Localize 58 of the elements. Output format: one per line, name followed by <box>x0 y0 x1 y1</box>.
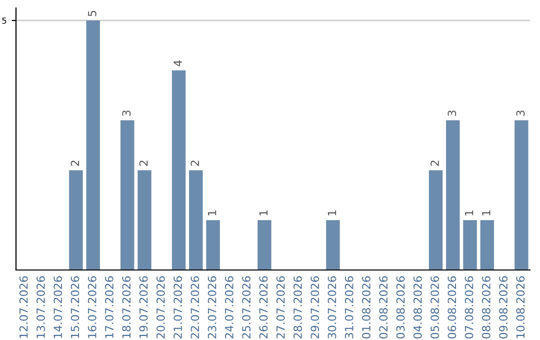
x-tick-label: 10.08.2026 <box>516 276 525 338</box>
x-tick-label: 14.07.2026 <box>54 276 62 338</box>
x-tick-label: 24.07.2026 <box>224 276 234 338</box>
x-tick-label: 21.07.2026 <box>174 276 182 338</box>
x-tick-label: 31.07.2026 <box>344 276 354 338</box>
data-label: 2 <box>70 160 80 166</box>
bar <box>69 170 83 270</box>
bar <box>206 220 220 270</box>
bar <box>480 220 494 270</box>
x-tick-label: 26.07.2026 <box>259 276 268 338</box>
x-tick-label: 06.08.2026 <box>448 276 456 338</box>
bar <box>86 20 100 270</box>
bar <box>189 170 203 270</box>
x-tick-label: 17.07.2026 <box>105 276 114 338</box>
bar <box>120 120 134 270</box>
x-tick-label: 23.07.2026 <box>208 276 216 338</box>
bar <box>172 70 186 270</box>
bar <box>258 220 272 270</box>
bar <box>514 120 528 270</box>
data-label: 1 <box>465 210 474 216</box>
data-label: 1 <box>259 210 268 216</box>
x-tick-label: 22.07.2026 <box>190 276 200 338</box>
data-label: 3 <box>122 110 131 116</box>
data-label: 5 <box>88 10 96 16</box>
data-label: 1 <box>328 210 336 216</box>
bar <box>428 170 443 270</box>
data-label: 1 <box>482 210 490 216</box>
x-tick-label: 02.08.2026 <box>379 276 388 338</box>
x-tick-label: 12.07.2026 <box>19 276 28 338</box>
x-tick-label: 07.08.2026 <box>464 276 474 338</box>
x-tick-label: 18.07.2026 <box>122 276 131 338</box>
bar <box>326 220 340 270</box>
data-label: 1 <box>208 210 216 216</box>
data-label: 3 <box>448 110 456 116</box>
data-label: 3 <box>516 110 525 116</box>
x-tick-label: 01.08.2026 <box>362 276 370 338</box>
bar <box>446 120 460 270</box>
x-tick-label: 30.07.2026 <box>328 276 336 338</box>
x-tick-label: 15.07.2026 <box>70 276 80 338</box>
x-tick-label: 04.08.2026 <box>413 276 422 338</box>
x-tick-label: 20.07.2026 <box>156 276 165 338</box>
x-tick-label: 27.07.2026 <box>276 276 285 338</box>
x-tick-label: 19.07.2026 <box>139 276 148 338</box>
x-tick-label: 28.07.2026 <box>294 276 302 338</box>
x-tick-label: 08.08.2026 <box>482 276 490 338</box>
x-tick-label: 13.07.2026 <box>36 276 45 338</box>
x-tick-label: 05.08.2026 <box>430 276 439 338</box>
x-tick-label: 03.08.2026 <box>396 276 405 338</box>
data-label: 4 <box>174 60 182 66</box>
data-label: 2 <box>139 160 148 166</box>
data-label: 2 <box>190 160 199 166</box>
bar <box>463 220 477 270</box>
x-tick-label: 16.07.2026 <box>88 276 96 338</box>
x-tick-label: 25.07.2026 <box>242 276 251 338</box>
x-tick-label: 09.08.2026 <box>499 276 508 338</box>
x-tick-label: 29.07.2026 <box>310 276 320 338</box>
data-label: 2 <box>430 160 439 166</box>
bar <box>138 170 152 270</box>
